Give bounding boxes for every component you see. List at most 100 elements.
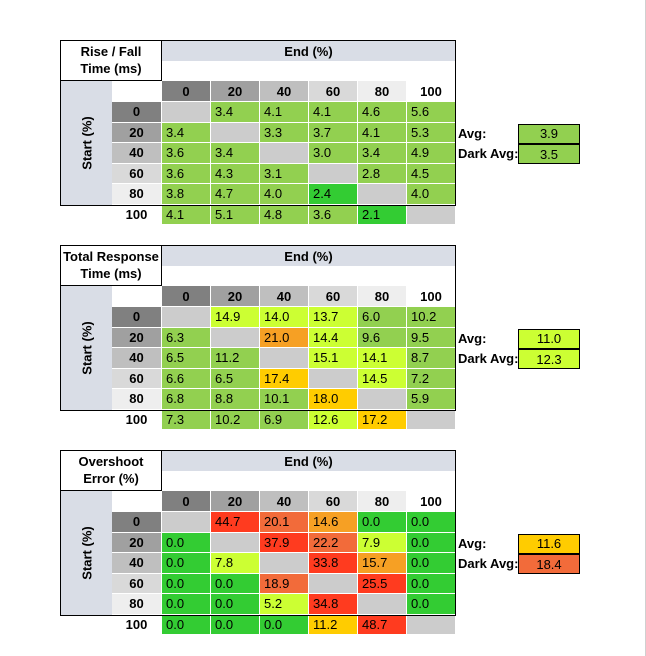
table-cell: 5.2 xyxy=(260,594,309,615)
table-cell xyxy=(162,512,211,533)
data-table: Rise / Fall Time (ms) End (%) Start (%) 0 20 4… xyxy=(60,40,456,225)
table-cell: 44.7 xyxy=(211,512,260,533)
table-cell: 6.0 xyxy=(358,307,407,328)
table-cell xyxy=(309,163,358,184)
table-cell: 6.6 xyxy=(162,368,211,389)
table-cell xyxy=(260,553,309,574)
table-cell: 5.9 xyxy=(407,389,456,410)
table-cell: 17.4 xyxy=(260,368,309,389)
table-cell: 48.7 xyxy=(358,614,407,635)
table-cell: 0.0 xyxy=(211,594,260,615)
start-percent-header: Start (%) xyxy=(60,81,112,206)
table-cell: 0.0 xyxy=(407,573,456,594)
table-cell: 4.7 xyxy=(211,184,260,205)
row-header: 20 xyxy=(112,532,162,553)
table-cell: 10.2 xyxy=(211,409,260,430)
table-cell: 2.8 xyxy=(358,163,407,184)
end-percent-header: End (%) xyxy=(162,245,456,266)
table-cell xyxy=(211,122,260,143)
table-cell: 7.9 xyxy=(358,532,407,553)
table-cell: 3.4 xyxy=(162,122,211,143)
column-header: 40 xyxy=(260,81,309,102)
table-cell: 9.5 xyxy=(407,327,456,348)
end-percent-header: End (%) xyxy=(162,40,456,61)
table-cell: 3.8 xyxy=(162,184,211,205)
row-header: 60 xyxy=(112,163,162,184)
avg-value: 11.6 xyxy=(518,533,580,554)
table-cell: 3.7 xyxy=(309,122,358,143)
table-cell: 10.2 xyxy=(407,307,456,328)
table-cell: 3.0 xyxy=(309,143,358,164)
table-cell: 4.1 xyxy=(162,204,211,225)
table-title-line: Total Response xyxy=(63,248,159,264)
table-cell: 4.1 xyxy=(358,122,407,143)
table-cell: 8.8 xyxy=(211,389,260,410)
table-cell: 25.5 xyxy=(358,573,407,594)
avg-label: Avg: xyxy=(458,330,487,346)
table-cell: 34.8 xyxy=(309,594,358,615)
table-cell: 14.0 xyxy=(260,307,309,328)
table-cell xyxy=(309,368,358,389)
column-header: 0 xyxy=(162,491,211,512)
table-cell: 37.9 xyxy=(260,532,309,553)
dark-avg-label: Dark Avg: xyxy=(458,146,519,161)
table-cell: 5.3 xyxy=(407,122,456,143)
table-cell: 0.0 xyxy=(211,614,260,635)
table-cell: 13.7 xyxy=(309,307,358,328)
table-cell: 14.9 xyxy=(211,307,260,328)
table-cell: 33.8 xyxy=(309,553,358,574)
table-cell: 14.6 xyxy=(309,512,358,533)
row-header: 80 xyxy=(112,594,162,615)
table-cell: 3.4 xyxy=(211,102,260,123)
table-cell: 0.0 xyxy=(162,553,211,574)
table-cell: 15.7 xyxy=(358,553,407,574)
row-header: 0 xyxy=(112,102,162,123)
table-title-line: Error (%) xyxy=(83,471,139,487)
column-header: 20 xyxy=(211,81,260,102)
table-cell: 20.1 xyxy=(260,512,309,533)
end-percent-header: End (%) xyxy=(162,450,456,471)
avg-label: Avg: xyxy=(458,125,487,141)
table-cell: 21.0 xyxy=(260,327,309,348)
table-cell xyxy=(162,102,211,123)
row-header: 100 xyxy=(112,204,162,225)
column-header: 40 xyxy=(260,491,309,512)
table-cell: 4.0 xyxy=(407,184,456,205)
table-cell: 0.0 xyxy=(162,573,211,594)
table-cell xyxy=(407,204,456,225)
table-cell: 0.0 xyxy=(211,573,260,594)
table-cell: 0.0 xyxy=(260,614,309,635)
column-header: 80 xyxy=(358,286,407,307)
column-header: 20 xyxy=(211,286,260,307)
table-cell: 7.2 xyxy=(407,368,456,389)
row-header: 100 xyxy=(112,614,162,635)
data-table: Overshoot Error (%) End (%) Start (%) 0 20 40 6… xyxy=(60,450,456,635)
row-header: 80 xyxy=(112,184,162,205)
table-cell: 0.0 xyxy=(407,532,456,553)
table-title: Overshoot Error (%) xyxy=(60,450,162,491)
table-cell: 4.8 xyxy=(260,204,309,225)
dark-avg-value: 3.5 xyxy=(518,144,580,164)
column-header: 80 xyxy=(358,81,407,102)
table-cell: 5.6 xyxy=(407,102,456,123)
data-table: Total Response Time (ms) End (%) Start (%) 0… xyxy=(60,245,456,430)
dark-avg-value: 12.3 xyxy=(518,349,580,369)
table-cell: 4.5 xyxy=(407,163,456,184)
table-cell: 14.1 xyxy=(358,348,407,369)
table-cell: 17.2 xyxy=(358,409,407,430)
row-header: 20 xyxy=(112,327,162,348)
column-header: 20 xyxy=(211,491,260,512)
table-cell xyxy=(309,573,358,594)
column-header: 60 xyxy=(309,491,358,512)
table-cell xyxy=(358,184,407,205)
table-cell: 2.1 xyxy=(358,204,407,225)
table-cell xyxy=(358,594,407,615)
table-title-line: Time (ms) xyxy=(80,266,142,282)
table-cell: 0.0 xyxy=(407,512,456,533)
column-header: 40 xyxy=(260,286,309,307)
table-cell xyxy=(407,614,456,635)
avg-label: Avg: xyxy=(458,535,487,551)
start-percent-label: Start (%) xyxy=(79,116,94,170)
table-cell: 6.5 xyxy=(162,348,211,369)
table-cell: 9.6 xyxy=(358,327,407,348)
